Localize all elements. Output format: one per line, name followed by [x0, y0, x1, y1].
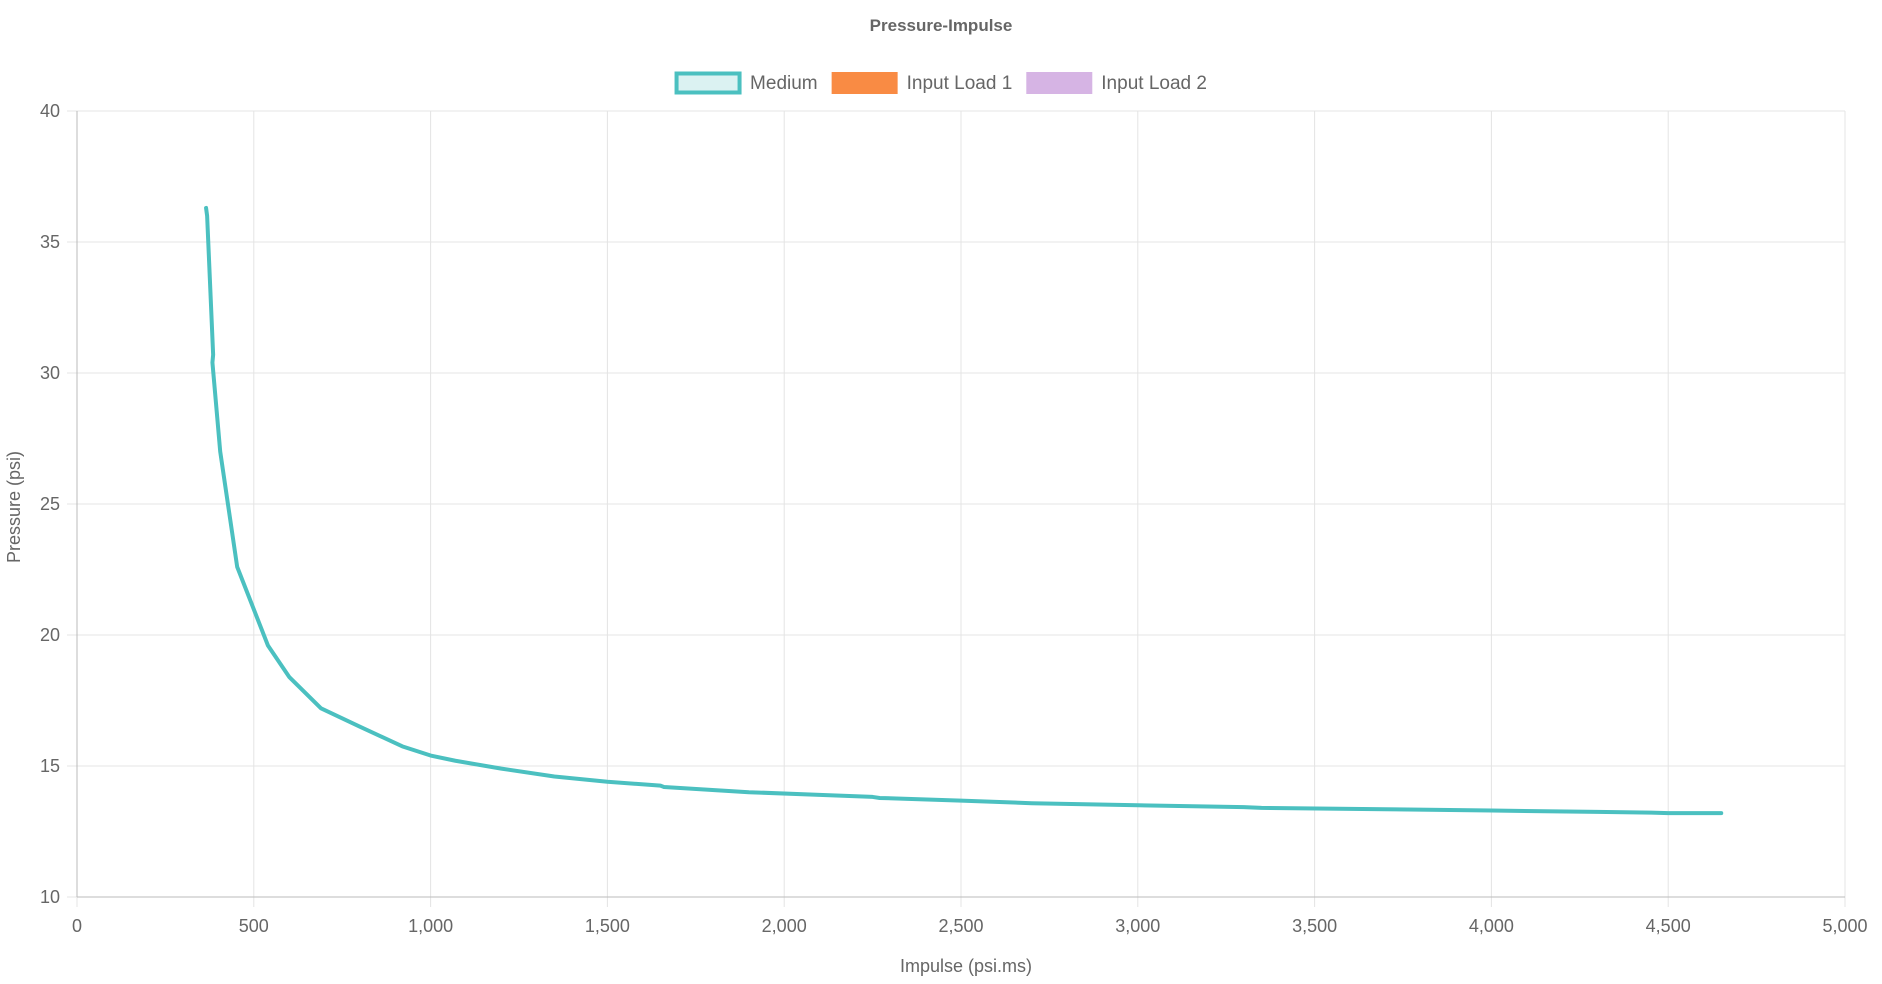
- series-line-medium: [204, 205, 1724, 816]
- y-tick-label: 20: [40, 625, 60, 645]
- y-tick-label: 25: [40, 494, 60, 514]
- legend-label-input-load-2: Input Load 2: [1101, 73, 1207, 94]
- legend-item-input-load-2[interactable]: Input Load 2: [1026, 72, 1207, 94]
- y-tick-label: 35: [40, 232, 60, 252]
- x-tick-label: 4,000: [1469, 916, 1514, 936]
- legend-swatch-medium: [674, 71, 742, 95]
- legend-item-input-load-1[interactable]: Input Load 1: [831, 72, 1013, 94]
- y-axis-label: Pressure (psi): [4, 451, 24, 563]
- legend-item-medium[interactable]: Medium: [674, 71, 818, 95]
- series-lines: [204, 205, 1724, 816]
- x-tick-label: 2,500: [938, 916, 983, 936]
- legend-label-input-load-1: Input Load 1: [907, 73, 1013, 94]
- legend-swatch-input-load-1: [831, 72, 898, 94]
- chart-legend: Medium Input Load 1 Input Load 2: [674, 71, 1207, 95]
- x-tick-label: 4,500: [1646, 916, 1691, 936]
- x-tick-label: 5,000: [1822, 916, 1867, 936]
- axes: [76, 111, 1845, 898]
- y-tick-label: 30: [40, 363, 60, 383]
- x-axis-label: Impulse (psi.ms): [900, 956, 1032, 976]
- legend-label-medium: Medium: [750, 73, 818, 94]
- x-tick-label: 1,000: [408, 916, 453, 936]
- chart-title: Pressure-Impulse: [870, 16, 1013, 35]
- grid-lines: [67, 110, 1846, 907]
- y-tick-label: 15: [40, 756, 60, 776]
- x-tick-label: 3,000: [1115, 916, 1160, 936]
- legend-swatch-input-load-2: [1026, 72, 1093, 94]
- y-tick-label: 10: [40, 887, 60, 907]
- x-tick-label: 0: [72, 916, 82, 936]
- x-tick-label: 1,500: [585, 916, 630, 936]
- x-tick-label: 3,500: [1292, 916, 1337, 936]
- tick-labels: 0 500 1,000 1,500 2,000 2,500 3,000 3,500 4,000 4…: [40, 101, 1868, 936]
- x-tick-label: 500: [239, 916, 269, 936]
- y-tick-label: 40: [40, 101, 60, 121]
- x-tick-label: 2,000: [762, 916, 807, 936]
